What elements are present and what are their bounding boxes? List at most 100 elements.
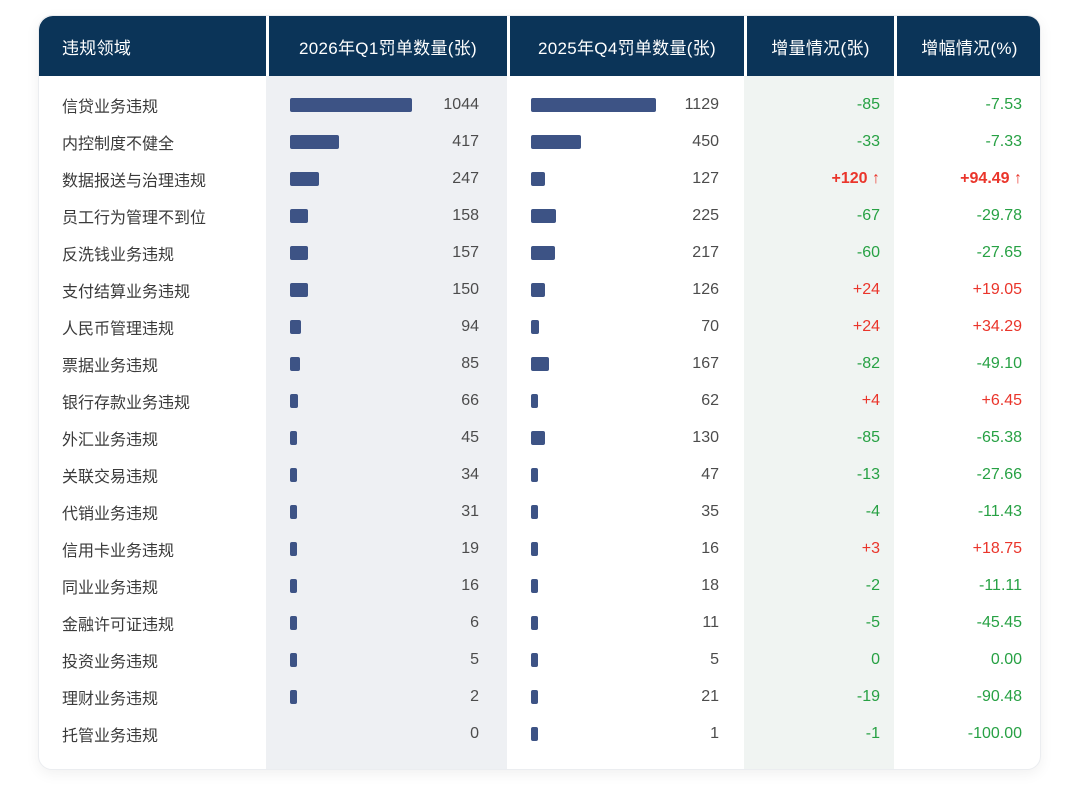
q4-bar bbox=[531, 541, 538, 556]
q4-bar bbox=[531, 652, 538, 667]
penalty-comparison-table-card: 违规领域 2026年Q1罚单数量(张) 2025年Q4罚单数量(张) 增量情况(… bbox=[38, 15, 1041, 770]
violation-category-label: 人民币管理违规 bbox=[62, 320, 175, 338]
table-row: 信用卡业务违规 19 16 +3 +18.75 bbox=[39, 530, 1040, 567]
delta-value: -19 bbox=[856, 687, 880, 705]
violation-category-label: 外汇业务违规 bbox=[62, 431, 159, 449]
q1-bar bbox=[290, 467, 297, 482]
q1-value: 0 bbox=[470, 724, 479, 742]
delta-value: +4 bbox=[861, 391, 880, 409]
q4-value: 1 bbox=[710, 724, 719, 742]
q4-value: 1129 bbox=[684, 95, 719, 113]
table-row: 关联交易违规 34 47 -13 -27.66 bbox=[39, 456, 1040, 493]
rate-value: -7.53 bbox=[985, 95, 1022, 113]
q4-bar bbox=[531, 208, 556, 223]
violation-category-label: 数据报送与治理违规 bbox=[62, 172, 207, 190]
delta-value: -13 bbox=[856, 465, 880, 483]
q4-value: 18 bbox=[701, 576, 719, 594]
q1-bar bbox=[290, 208, 308, 223]
violation-category-label: 托管业务违规 bbox=[62, 727, 159, 745]
table-row: 票据业务违规 85 167 -82 -49.10 bbox=[39, 345, 1040, 382]
header-q1-count: 2026年Q1罚单数量(张) bbox=[266, 16, 507, 76]
q1-value: 45 bbox=[461, 428, 479, 446]
q1-value: 157 bbox=[452, 243, 479, 261]
header-q4-count: 2025年Q4罚单数量(张) bbox=[507, 16, 744, 76]
q1-column-background bbox=[266, 76, 507, 769]
delta-column-background bbox=[744, 76, 894, 769]
q4-bar bbox=[531, 245, 555, 260]
table-row: 反洗钱业务违规 157 217 -60 -27.65 bbox=[39, 234, 1040, 271]
q4-value: 21 bbox=[701, 687, 719, 705]
q1-bar bbox=[290, 356, 300, 371]
q4-value: 167 bbox=[692, 354, 719, 372]
delta-value: -60 bbox=[856, 243, 880, 261]
delta-value: -5 bbox=[865, 613, 880, 631]
rate-value: -11.43 bbox=[977, 502, 1022, 520]
q1-bar bbox=[290, 689, 297, 704]
q4-value: 225 bbox=[692, 206, 719, 224]
violation-category-label: 代销业务违规 bbox=[62, 505, 159, 523]
q4-value: 62 bbox=[701, 391, 719, 409]
rate-value: 0.00 bbox=[990, 650, 1022, 668]
violation-category-label: 银行存款业务违规 bbox=[62, 394, 191, 412]
q4-bar bbox=[531, 504, 538, 519]
delta-value: +24 bbox=[852, 317, 880, 335]
rate-value: -11.11 bbox=[979, 576, 1022, 594]
q1-bar bbox=[290, 319, 301, 334]
violation-category-label: 信贷业务违规 bbox=[62, 98, 159, 116]
q1-value: 66 bbox=[461, 391, 479, 409]
q4-value: 450 bbox=[692, 132, 719, 150]
rate-value: +18.75 bbox=[972, 539, 1022, 557]
rate-value: -65.38 bbox=[976, 428, 1022, 446]
delta-value: +24 bbox=[852, 280, 880, 298]
violation-category-label: 信用卡业务违规 bbox=[62, 542, 175, 560]
rate-value: +34.29 bbox=[972, 317, 1022, 335]
q4-bar bbox=[531, 393, 538, 408]
q1-bar bbox=[290, 282, 308, 297]
q4-value: 217 bbox=[692, 243, 719, 261]
table-row: 金融许可证违规 6 11 -5 -45.45 bbox=[39, 604, 1040, 641]
table-row: 人民币管理违规 94 70 +24 +34.29 bbox=[39, 308, 1040, 345]
q1-bar bbox=[290, 430, 297, 445]
delta-value: -82 bbox=[856, 354, 880, 372]
q4-bar bbox=[531, 578, 538, 593]
delta-value: -4 bbox=[865, 502, 880, 520]
q4-bar bbox=[531, 689, 538, 704]
rate-value: -90.48 bbox=[976, 687, 1022, 705]
q4-value: 16 bbox=[701, 539, 719, 557]
delta-value: -67 bbox=[856, 206, 880, 224]
q1-bar bbox=[290, 245, 308, 260]
table-row: 信贷业务违规 1044 1129 -85 -7.53 bbox=[39, 86, 1040, 123]
rate-value: +19.05 bbox=[972, 280, 1022, 298]
q1-value: 94 bbox=[461, 317, 479, 335]
q4-bar bbox=[531, 171, 545, 186]
q1-value: 16 bbox=[461, 576, 479, 594]
q1-bar bbox=[290, 578, 297, 593]
q4-value: 5 bbox=[710, 650, 719, 668]
q4-bar bbox=[531, 97, 656, 112]
q1-bar bbox=[290, 393, 298, 408]
violation-category-label: 票据业务违规 bbox=[62, 357, 159, 375]
violation-category-label: 同业业务违规 bbox=[62, 579, 159, 597]
table-header: 违规领域 2026年Q1罚单数量(张) 2025年Q4罚单数量(张) 增量情况(… bbox=[39, 16, 1040, 76]
q1-bar bbox=[290, 134, 339, 149]
violation-category-label: 金融许可证违规 bbox=[62, 616, 175, 634]
rate-value: -27.66 bbox=[976, 465, 1022, 483]
delta-value: -85 bbox=[856, 95, 880, 113]
q4-bar bbox=[531, 467, 538, 482]
q1-value: 150 bbox=[452, 280, 479, 298]
q4-bar bbox=[531, 615, 538, 630]
violation-category-label: 内控制度不健全 bbox=[62, 135, 175, 153]
q1-bar bbox=[290, 541, 297, 556]
delta-value: +3 bbox=[861, 539, 880, 557]
violation-category-label: 员工行为管理不到位 bbox=[62, 209, 207, 227]
table-row: 银行存款业务违规 66 62 +4 +6.45 bbox=[39, 382, 1040, 419]
q1-value: 85 bbox=[461, 354, 479, 372]
q4-bar bbox=[531, 726, 538, 741]
violation-category-label: 关联交易违规 bbox=[62, 468, 159, 486]
q4-bar bbox=[531, 319, 539, 334]
violation-category-label: 投资业务违规 bbox=[62, 653, 159, 671]
q1-value: 5 bbox=[470, 650, 479, 668]
delta-value: +120 ↑ bbox=[831, 169, 880, 187]
header-violation-area: 违规领域 bbox=[39, 16, 266, 76]
rate-value: -45.45 bbox=[976, 613, 1022, 631]
